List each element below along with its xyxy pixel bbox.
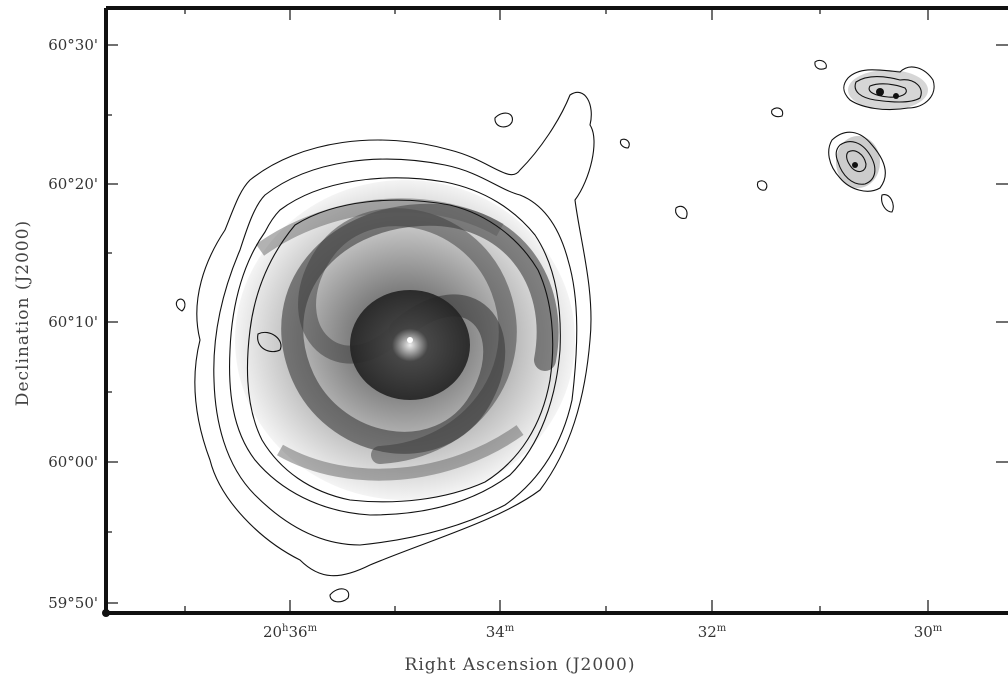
x-tick-label: 34m xyxy=(486,623,515,641)
y-tick-label: 60°20' xyxy=(48,175,98,193)
y-tick-labels: 60°30' 60°20' 60°10' 60°00' 59°50' xyxy=(48,36,98,612)
x-tick-labels: 20h36m 34m 32m 30m xyxy=(263,623,943,641)
x-tick-label: 20h36m xyxy=(263,623,318,641)
galaxy-contours xyxy=(175,92,595,603)
tick-marks xyxy=(106,8,1008,613)
x-tick-label: 30m xyxy=(914,623,943,641)
plot-frame xyxy=(102,6,1008,617)
x-axis-title: Right Ascension (J2000) xyxy=(405,655,636,675)
x-tick-label: 32m xyxy=(698,623,727,641)
galaxy-image xyxy=(235,180,575,500)
y-tick-label: 60°00' xyxy=(48,453,98,471)
y-tick-label: 60°10' xyxy=(48,313,98,331)
y-axis-title: Declination (J2000) xyxy=(13,220,33,406)
y-tick-label: 60°30' xyxy=(48,36,98,54)
y-tick-label: 59°50' xyxy=(48,594,98,612)
companion-sources xyxy=(619,59,935,219)
